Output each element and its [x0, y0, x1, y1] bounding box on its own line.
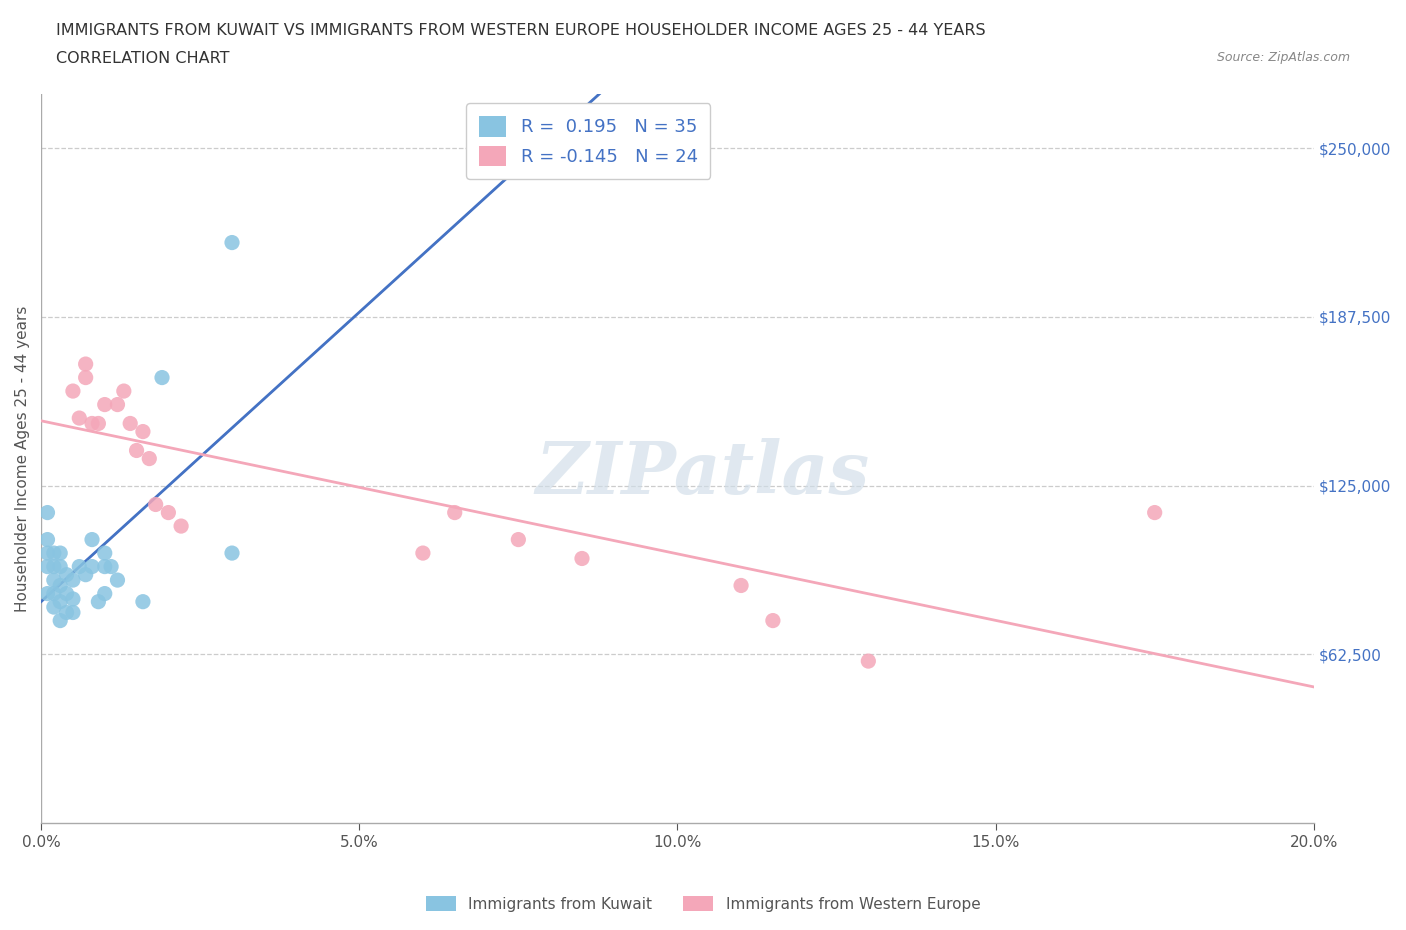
Point: [42, 546, 65, 561]
Point: [42, 600, 65, 615]
Point: [730, 578, 752, 593]
Legend: R =  0.195   N = 35, R = -0.145   N = 24: R = 0.195 N = 35, R = -0.145 N = 24: [467, 103, 710, 179]
Point: [49, 613, 72, 628]
Point: [150, 370, 173, 385]
Point: [145, 497, 167, 512]
Point: [80, 416, 103, 431]
Point: [49, 559, 72, 574]
Point: [49, 546, 72, 561]
Point: [125, 443, 148, 458]
Point: [508, 532, 530, 547]
Point: [93, 397, 115, 412]
Point: [67, 559, 90, 574]
Point: [37, 559, 59, 574]
Point: [67, 411, 90, 426]
Point: [443, 505, 465, 520]
Point: [55, 567, 77, 582]
Point: [87, 416, 110, 431]
Point: [1143, 505, 1166, 520]
Point: [170, 519, 193, 534]
Point: [107, 573, 129, 588]
Point: [93, 559, 115, 574]
Point: [62, 605, 84, 620]
Text: IMMIGRANTS FROM KUWAIT VS IMMIGRANTS FROM WESTERN EUROPE HOUSEHOLDER INCOME AGES: IMMIGRANTS FROM KUWAIT VS IMMIGRANTS FRO…: [56, 23, 986, 38]
Point: [762, 613, 785, 628]
Point: [80, 559, 103, 574]
Point: [49, 578, 72, 593]
Point: [37, 505, 59, 520]
Point: [55, 586, 77, 601]
Point: [120, 416, 142, 431]
Point: [75, 370, 97, 385]
Text: CORRELATION CHART: CORRELATION CHART: [56, 51, 229, 66]
Point: [132, 594, 155, 609]
Point: [157, 505, 180, 520]
Point: [42, 559, 65, 574]
Point: [37, 546, 59, 561]
Point: [37, 586, 59, 601]
Y-axis label: Householder Income Ages 25 - 44 years: Householder Income Ages 25 - 44 years: [15, 305, 30, 612]
Point: [138, 451, 160, 466]
Point: [42, 586, 65, 601]
Text: ZIPatlas: ZIPatlas: [536, 438, 870, 509]
Legend: Immigrants from Kuwait, Immigrants from Western Europe: Immigrants from Kuwait, Immigrants from …: [419, 889, 987, 918]
Point: [62, 384, 84, 399]
Point: [221, 235, 243, 250]
Point: [87, 594, 110, 609]
Point: [75, 356, 97, 371]
Point: [132, 424, 155, 439]
Point: [412, 546, 434, 561]
Point: [107, 397, 129, 412]
Point: [62, 591, 84, 606]
Point: [93, 546, 115, 561]
Point: [55, 605, 77, 620]
Point: [49, 594, 72, 609]
Point: [221, 546, 243, 561]
Point: [62, 573, 84, 588]
Point: [100, 559, 122, 574]
Point: [858, 654, 880, 669]
Point: [112, 384, 135, 399]
Text: Source: ZipAtlas.com: Source: ZipAtlas.com: [1216, 51, 1350, 64]
Point: [75, 567, 97, 582]
Point: [93, 586, 115, 601]
Point: [42, 573, 65, 588]
Point: [37, 532, 59, 547]
Point: [571, 551, 593, 566]
Point: [80, 532, 103, 547]
